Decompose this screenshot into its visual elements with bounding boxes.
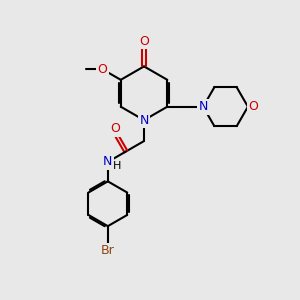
Text: O: O [139,34,149,47]
Text: O: O [110,122,120,135]
Text: N: N [139,114,149,127]
Text: Br: Br [101,244,115,257]
Text: O: O [248,100,258,113]
Text: H: H [113,161,122,171]
Text: N: N [198,100,208,113]
Text: O: O [98,63,108,76]
Text: N: N [103,155,112,168]
